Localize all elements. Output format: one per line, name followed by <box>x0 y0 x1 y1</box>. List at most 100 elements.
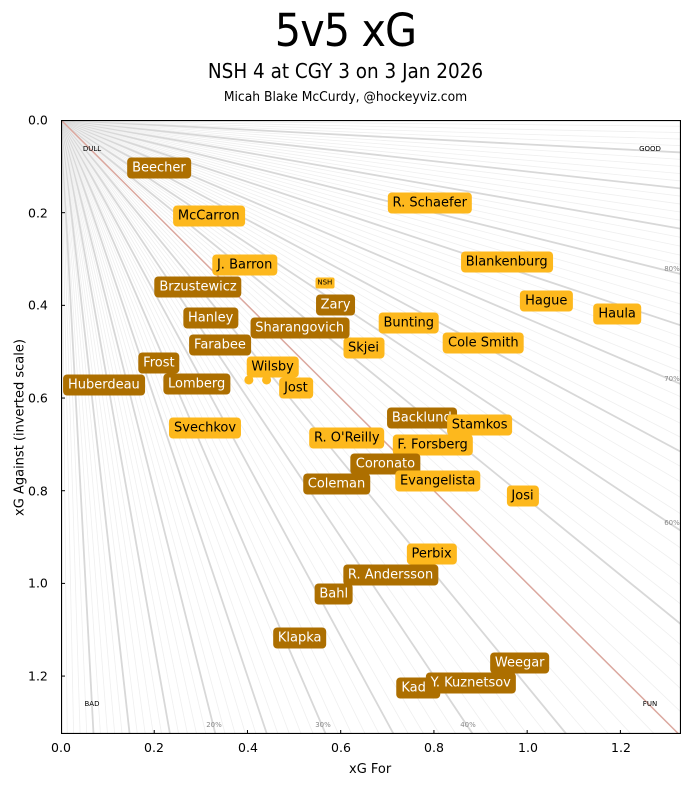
player-label: Blankenburg <box>460 251 553 273</box>
player-label: Bahl <box>314 583 354 605</box>
ray-line <box>61 120 547 734</box>
ray-line <box>61 120 226 734</box>
ray-line <box>61 120 681 230</box>
player-label: R. O'Reilly <box>308 427 385 449</box>
player-label: Beecher <box>127 157 191 179</box>
plot-svg <box>61 120 681 734</box>
ray-line <box>61 120 681 147</box>
x-axis-label: xG For <box>349 762 392 777</box>
ray-line <box>61 120 681 713</box>
ray-line <box>61 120 681 221</box>
y-tick: 0.2 <box>28 205 48 221</box>
ray-line <box>61 120 681 285</box>
ray-line <box>61 120 246 734</box>
y-tick: 0.8 <box>28 483 48 499</box>
ray-line <box>61 120 88 734</box>
ray-line <box>61 120 655 734</box>
ray-line <box>61 120 108 734</box>
ray-line <box>61 120 681 182</box>
player-label: Cole Smith <box>443 332 524 354</box>
x-tick: 0.4 <box>238 740 258 755</box>
ray-line <box>61 120 568 734</box>
ray-line <box>61 120 681 690</box>
y-axis-label: xG Against (inverted scale) <box>12 339 28 516</box>
ray-line <box>61 120 116 734</box>
ray-line <box>61 120 681 275</box>
corner-label-dull: DULL <box>82 145 102 153</box>
corner-label-bad: BAD <box>84 700 100 708</box>
player-label: McCarron <box>172 205 245 227</box>
ray-line <box>61 120 681 190</box>
player-label: Backlund <box>386 407 457 429</box>
player-marker <box>244 375 254 385</box>
player-label: Y. Kuznetsov <box>425 672 516 694</box>
x-tick: 1.0 <box>518 740 538 755</box>
ray-line <box>61 120 681 265</box>
player-label: Huberdeau <box>62 374 145 396</box>
ray-line <box>61 120 681 140</box>
ray-line <box>61 120 425 734</box>
player-label: J. Barron <box>211 254 278 276</box>
y-tick: 1.2 <box>28 668 48 684</box>
player-label: Klapka <box>272 627 327 649</box>
ray-label-70: 70% <box>664 375 680 383</box>
ray-line <box>61 120 162 734</box>
ray-line <box>61 120 681 154</box>
team-label: NSH <box>315 277 335 289</box>
ray-line <box>61 120 180 734</box>
ray-label-30: 30% <box>315 721 331 729</box>
ray-line <box>61 120 131 734</box>
player-label: Hanley <box>182 307 239 329</box>
player-label: Brzustewicz <box>154 276 242 298</box>
player-label: R. Andersson <box>342 564 439 586</box>
player-label: Wilsby <box>246 356 299 378</box>
ray-line <box>61 120 207 734</box>
chart-credit: Micah Blake McCurdy, @hockeyviz.com <box>223 90 468 105</box>
ray-line <box>61 120 681 295</box>
ray-line <box>61 120 681 133</box>
ray-line <box>61 120 681 256</box>
ray-line <box>61 120 681 160</box>
ray-label-20: 20% <box>206 721 222 729</box>
player-label: Perbix <box>406 543 457 565</box>
ray-label-60: 60% <box>664 519 680 527</box>
even-line <box>61 120 680 734</box>
ray-line <box>61 120 681 499</box>
ray-line <box>61 120 528 734</box>
corner-label-good: GOOD <box>639 145 661 153</box>
ray-line <box>61 120 217 734</box>
x-tick: 0.8 <box>424 740 444 755</box>
ray-line <box>61 120 197 734</box>
player-label: Zary <box>315 294 356 316</box>
ray-line <box>61 120 75 734</box>
x-tick: 1.2 <box>611 740 631 755</box>
ray-line <box>61 120 440 734</box>
ray-line <box>61 120 101 734</box>
ray-line <box>61 120 681 549</box>
ray-line <box>61 120 681 197</box>
ray-line <box>61 120 257 734</box>
player-label: Skjei <box>343 337 385 359</box>
ray-line <box>61 120 681 238</box>
corner-label-fun: FUN <box>642 700 658 708</box>
ray-line <box>61 120 681 247</box>
x-tick: 0.0 <box>51 740 71 755</box>
player-marker <box>262 375 272 385</box>
player-label: Coronato <box>350 453 421 475</box>
ray-line <box>61 120 268 734</box>
player-label: Haula <box>593 303 641 325</box>
player-label: Bunting <box>378 312 440 334</box>
y-tick: 0.6 <box>28 390 48 406</box>
ray-line <box>61 120 681 205</box>
ray-line <box>61 120 681 667</box>
x-tick: 0.6 <box>331 740 351 755</box>
chart-subtitle: NSH 4 at CGY 3 on 3 Jan 2026 <box>207 59 484 83</box>
ray-line <box>61 120 681 316</box>
plot-frame <box>61 120 681 734</box>
player-label: Sharangovich <box>250 317 350 339</box>
player-label: Weegar <box>489 652 550 674</box>
plot-area: DULL GOOD BAD FUN 20% 30% 40% 60% 70% 80… <box>61 120 681 734</box>
player-label: Lomberg <box>163 373 231 395</box>
player-label: Svechkov <box>169 417 242 439</box>
ray-line <box>61 120 681 646</box>
